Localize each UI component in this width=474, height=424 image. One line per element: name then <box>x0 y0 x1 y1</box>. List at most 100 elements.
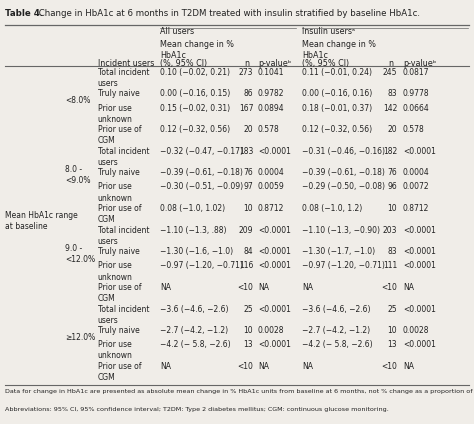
Text: 76: 76 <box>388 168 397 177</box>
Text: Prior use
unknown: Prior use unknown <box>98 182 133 203</box>
Text: Total incident
users: Total incident users <box>98 68 149 88</box>
Text: <0.0001: <0.0001 <box>403 247 436 257</box>
Text: NA: NA <box>403 283 414 292</box>
Text: −4.2 (− 5.8, −2.6): −4.2 (− 5.8, −2.6) <box>160 340 231 349</box>
Text: 13: 13 <box>244 340 253 349</box>
Text: NA: NA <box>160 283 172 292</box>
Text: Prior use
unknown: Prior use unknown <box>98 103 133 124</box>
Text: Truly naive: Truly naive <box>98 326 139 335</box>
Text: −0.29 (−0.50, −0.08): −0.29 (−0.50, −0.08) <box>302 182 385 192</box>
Text: <0.0001: <0.0001 <box>403 226 436 235</box>
Text: 0.08 (−1.0, 1.02): 0.08 (−1.0, 1.02) <box>160 204 226 213</box>
Text: Mean HbA1c range
at baseline: Mean HbA1c range at baseline <box>5 211 77 231</box>
Text: 10: 10 <box>388 326 397 335</box>
Text: Prior use of
CGM: Prior use of CGM <box>98 283 141 303</box>
Text: <0.0001: <0.0001 <box>403 305 436 314</box>
Text: 203: 203 <box>383 226 397 235</box>
Text: −0.39 (−0.61, −0.18): −0.39 (−0.61, −0.18) <box>302 168 385 177</box>
Text: ≥12.0%: ≥12.0% <box>65 332 95 342</box>
Text: −0.31 (−0.46, −0.16): −0.31 (−0.46, −0.16) <box>302 147 385 156</box>
Text: Mean change in %
HbA1c: Mean change in % HbA1c <box>160 39 234 60</box>
Text: <0.0001: <0.0001 <box>258 147 291 156</box>
Text: 20: 20 <box>388 125 397 134</box>
Text: 0.0004: 0.0004 <box>258 168 285 177</box>
Text: 0.578: 0.578 <box>403 125 425 134</box>
Text: 245: 245 <box>383 68 397 77</box>
Text: n: n <box>244 59 249 68</box>
Text: −1.30 (−1.6, −1.0): −1.30 (−1.6, −1.0) <box>160 247 234 257</box>
Text: −3.6 (−4.6, −2.6): −3.6 (−4.6, −2.6) <box>302 305 371 314</box>
Text: 167: 167 <box>239 103 253 112</box>
Text: 183: 183 <box>239 147 253 156</box>
Text: All users: All users <box>160 27 194 36</box>
Text: 8.0 -
<9.0%: 8.0 - <9.0% <box>65 165 91 185</box>
Text: 111: 111 <box>383 262 397 271</box>
Text: 0.9778: 0.9778 <box>403 89 429 98</box>
Text: 25: 25 <box>244 305 253 314</box>
Text: Insulin usersᵃ: Insulin usersᵃ <box>302 27 355 36</box>
Text: Mean change in %
HbA1c: Mean change in % HbA1c <box>302 39 376 60</box>
Text: 209: 209 <box>239 226 253 235</box>
Text: 116: 116 <box>239 262 253 271</box>
Text: Prior use of
CGM: Prior use of CGM <box>98 362 141 382</box>
Text: <0.0001: <0.0001 <box>258 340 291 349</box>
Text: 0.0059: 0.0059 <box>258 182 285 192</box>
Text: 0.578: 0.578 <box>258 125 280 134</box>
Text: 0.8712: 0.8712 <box>258 204 284 213</box>
Text: −0.97 (−1.20, −0.71): −0.97 (−1.20, −0.71) <box>302 262 385 271</box>
Text: −1.30 (−1.7, −1.0): −1.30 (−1.7, −1.0) <box>302 247 375 257</box>
Text: 83: 83 <box>388 247 397 257</box>
Text: 9.0 -
<12.0%: 9.0 - <12.0% <box>65 244 95 265</box>
Text: 0.12 (−0.32, 0.56): 0.12 (−0.32, 0.56) <box>160 125 230 134</box>
Text: NA: NA <box>258 283 269 292</box>
Text: 0.8712: 0.8712 <box>403 204 429 213</box>
Text: 0.15 (−0.02, 0.31): 0.15 (−0.02, 0.31) <box>160 103 230 112</box>
Text: 0.11 (−0.01, 0.24): 0.11 (−0.01, 0.24) <box>302 68 372 77</box>
Text: <10: <10 <box>237 283 253 292</box>
Text: −2.7 (−4.2, −1.2): −2.7 (−4.2, −1.2) <box>302 326 370 335</box>
Text: 76: 76 <box>244 168 253 177</box>
Text: 96: 96 <box>388 182 397 192</box>
Text: −2.7 (−4.2, −1.2): −2.7 (−4.2, −1.2) <box>160 326 228 335</box>
Text: NA: NA <box>302 283 313 292</box>
Text: n: n <box>388 59 393 68</box>
Text: 10: 10 <box>388 204 397 213</box>
Text: −3.6 (−4.6, −2.6): −3.6 (−4.6, −2.6) <box>160 305 229 314</box>
Text: −0.39 (−0.61, −0.18): −0.39 (−0.61, −0.18) <box>160 168 243 177</box>
Text: Table 4.: Table 4. <box>5 9 43 18</box>
Text: 20: 20 <box>244 125 253 134</box>
Text: Prior use
unknown: Prior use unknown <box>98 340 133 360</box>
Text: NA: NA <box>160 362 172 371</box>
Text: (%, 95% CI): (%, 95% CI) <box>160 59 208 68</box>
Text: 84: 84 <box>244 247 253 257</box>
Text: p-valueᵇ: p-valueᵇ <box>403 59 436 68</box>
Text: p-valueᵇ: p-valueᵇ <box>258 59 291 68</box>
Text: NA: NA <box>302 362 313 371</box>
Text: NA: NA <box>403 362 414 371</box>
Text: Truly naive: Truly naive <box>98 168 139 177</box>
Text: 142: 142 <box>383 103 397 112</box>
Text: 0.08 (−1.0, 1.2): 0.08 (−1.0, 1.2) <box>302 204 362 213</box>
Text: Truly naive: Truly naive <box>98 89 139 98</box>
Text: 0.0028: 0.0028 <box>258 326 284 335</box>
Text: 0.0072: 0.0072 <box>403 182 429 192</box>
Text: <10: <10 <box>382 362 397 371</box>
Text: Prior use of
CGM: Prior use of CGM <box>98 125 141 145</box>
Text: <0.0001: <0.0001 <box>258 226 291 235</box>
Text: −1.10 (−1.3, .88): −1.10 (−1.3, .88) <box>160 226 227 235</box>
Text: Total incident
users: Total incident users <box>98 226 149 246</box>
Text: Truly naive: Truly naive <box>98 247 139 257</box>
Text: <10: <10 <box>382 283 397 292</box>
Text: (%, 95% CI): (%, 95% CI) <box>302 59 349 68</box>
Text: 10: 10 <box>244 204 253 213</box>
Text: 10: 10 <box>244 326 253 335</box>
Text: Total incident
users: Total incident users <box>98 305 149 325</box>
Text: 86: 86 <box>244 89 253 98</box>
Text: 0.0817: 0.0817 <box>403 68 429 77</box>
Text: −0.30 (−0.51, −0.09): −0.30 (−0.51, −0.09) <box>160 182 244 192</box>
Text: <0.0001: <0.0001 <box>403 340 436 349</box>
Text: 0.12 (−0.32, 0.56): 0.12 (−0.32, 0.56) <box>302 125 372 134</box>
Text: Prior use
unknown: Prior use unknown <box>98 262 133 282</box>
Text: 0.9782: 0.9782 <box>258 89 284 98</box>
Text: 0.0664: 0.0664 <box>403 103 429 112</box>
